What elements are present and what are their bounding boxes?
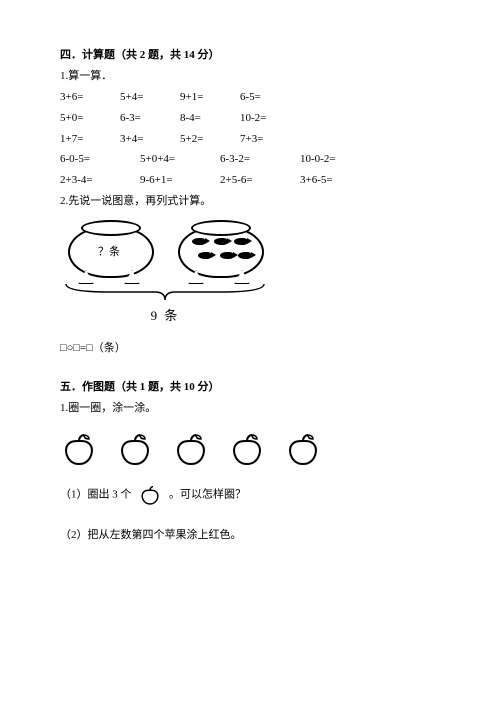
- apple-icon: [60, 429, 98, 469]
- q1-draw-label: 1.圈一圈，涂一涂。: [60, 398, 440, 419]
- eq: 3+4=: [120, 129, 180, 150]
- apple-icon: [116, 429, 154, 469]
- eq: 5+2=: [180, 129, 240, 150]
- apple-icon: [228, 429, 266, 469]
- q1-sub1-pre: （1）圈出 3 个: [60, 488, 132, 500]
- eq: 3+6-5=: [300, 170, 380, 191]
- q1-sub2: （2）把从左数第四个苹果涂上红色。: [60, 525, 440, 546]
- eq: 6-3=: [120, 108, 180, 129]
- apple-small-icon: [138, 483, 162, 507]
- q1-label: 1.算一算．: [60, 66, 440, 87]
- worksheet-page: 四．计算题（共 2 题，共 14 分） 1.算一算． 3+6= 5+4= 9+1…: [0, 0, 500, 707]
- q2-label: 2.先说一说图意，再列式计算。: [60, 191, 440, 212]
- eq-row: 6-0-5= 5+0+4= 6-3-2= 10-0-2=: [60, 149, 440, 170]
- eq: 6-3-2=: [220, 149, 300, 170]
- q2-expression: □○□=□（条）: [60, 338, 440, 359]
- eq-row: 5+0= 6-3= 8-4= 10-2=: [60, 108, 440, 129]
- eq-row: 2+3-4= 9-6+1= 2+5-6= 3+6-5=: [60, 170, 440, 191]
- eq: 1+7=: [60, 129, 120, 150]
- eq: 6-0-5=: [60, 149, 140, 170]
- section-calc-title: 四．计算题（共 2 题，共 14 分）: [60, 45, 440, 66]
- eq: 10-0-2=: [300, 149, 380, 170]
- eq: 5+0+4=: [140, 149, 220, 170]
- eq: 6-5=: [240, 87, 300, 108]
- eq: 5+4=: [120, 87, 180, 108]
- eq-row: 1+7= 3+4= 5+2= 7+3=: [60, 129, 440, 150]
- bowl-right: [178, 220, 260, 280]
- eq: 2+3-4=: [60, 170, 140, 191]
- eq: 8-4=: [180, 108, 240, 129]
- fishbowl-figure: ？条 9 条: [60, 220, 270, 330]
- eq: 10-2=: [240, 108, 300, 129]
- eq: 5+0=: [60, 108, 120, 129]
- brace-label: 9 条: [60, 304, 270, 329]
- q1-sub1-post: 。可以怎样圈？: [169, 488, 246, 500]
- brace-icon: [60, 282, 270, 304]
- eq: 9-6+1=: [140, 170, 220, 191]
- section-draw-title: 五．作图题（共 1 题，共 10 分）: [60, 377, 440, 398]
- eq: 3+6=: [60, 87, 120, 108]
- q1-sub1: （1）圈出 3 个 。可以怎样圈？: [60, 483, 440, 507]
- apple-icon: [172, 429, 210, 469]
- apple-row: [60, 429, 440, 469]
- eq-row: 3+6= 5+4= 9+1= 6-5=: [60, 87, 440, 108]
- bowl-left-label: ？条: [68, 242, 150, 263]
- bowl-left: ？条: [68, 220, 150, 280]
- eq: 2+5-6=: [220, 170, 300, 191]
- eq: 9+1=: [180, 87, 240, 108]
- apple-icon: [284, 429, 322, 469]
- eq: 7+3=: [240, 129, 300, 150]
